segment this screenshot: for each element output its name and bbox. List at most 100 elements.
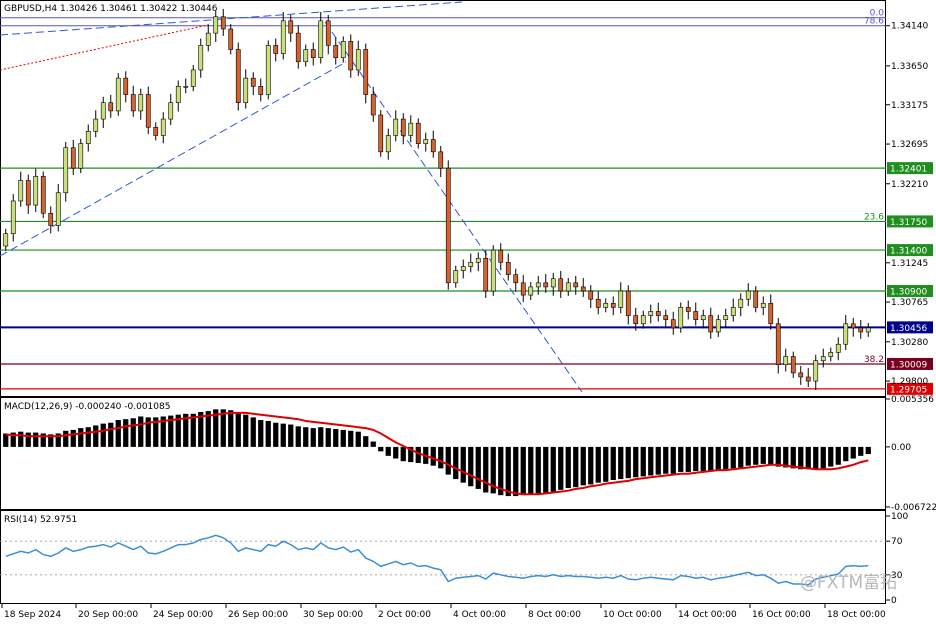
macd-bar <box>498 446 504 496</box>
price-tick-label: 1.30280 <box>891 338 928 348</box>
candle-body <box>288 20 294 34</box>
rsi-axis: 100 70 30 0 <box>886 512 908 606</box>
level-price-box <box>887 215 933 228</box>
macd-bar <box>715 446 721 471</box>
candle-body <box>370 94 376 116</box>
candle-body <box>633 315 639 325</box>
macd-bar <box>18 431 24 447</box>
candle-body <box>468 262 474 267</box>
candle-body <box>190 69 196 87</box>
candle-body <box>310 49 316 58</box>
candle-body <box>93 118 99 132</box>
candle-body <box>513 274 519 284</box>
macd-bar <box>348 430 354 447</box>
macd-bar <box>168 415 174 447</box>
candle-body <box>588 290 594 300</box>
candle-body <box>655 311 661 316</box>
macd-bar <box>685 446 691 472</box>
fxtm-watermark: @FXTM富拓 <box>800 573 897 593</box>
macd-tick-label: -0.006722 <box>891 503 936 513</box>
candle-body <box>505 262 511 275</box>
time-tick-label: 18 Sep 2024 <box>4 610 61 620</box>
time-tick-label: 10 Oct 00:00 <box>603 610 662 620</box>
macd-bar <box>3 433 9 447</box>
price-tick-label: 1.32695 <box>891 140 928 150</box>
macd-bar <box>138 416 144 447</box>
macd-bar <box>25 432 31 447</box>
candle-body <box>520 282 526 296</box>
candles <box>3 8 871 390</box>
rsi-tick-label: 70 <box>891 537 903 547</box>
candle-body <box>565 282 571 292</box>
level-price-label: 1.30456 <box>890 324 927 334</box>
macd-axis: 0.005356 0.00 -0.006722 <box>886 395 936 513</box>
macd-bar <box>648 446 654 476</box>
macd-bar <box>78 428 84 447</box>
macd-bar <box>340 429 346 447</box>
time-tick-label: 14 Oct 00:00 <box>678 610 737 620</box>
macd-bar <box>123 419 129 447</box>
level-price-box <box>887 382 933 395</box>
macd-bar <box>393 446 399 459</box>
candle-body <box>850 323 856 329</box>
time-tick-label: 18 Oct 00:00 <box>827 610 886 620</box>
candle-body <box>400 118 406 136</box>
candle-body <box>573 282 579 288</box>
macd-bar <box>63 430 69 447</box>
candle-body <box>580 286 586 292</box>
candle-body <box>123 77 129 95</box>
candle-body <box>175 86 181 104</box>
candle-body <box>543 282 549 288</box>
macd-bar <box>220 409 226 447</box>
candle-body <box>715 319 721 333</box>
macd-bar <box>655 446 661 475</box>
candle-body <box>730 307 736 316</box>
price-pane[interactable]: 0.078.6 23.6 38.2 GBPUSD,H4 1.30426 1.3046… <box>0 0 886 397</box>
candle-body <box>490 249 496 292</box>
macd-bar <box>633 446 639 478</box>
candle-body <box>858 327 864 333</box>
candle-body <box>843 323 849 345</box>
macd-bar <box>93 425 99 447</box>
macd-bar <box>145 417 151 447</box>
candle-body <box>438 151 444 169</box>
macd-bar <box>228 410 234 447</box>
candle-body <box>475 257 481 263</box>
macd-bar <box>843 446 849 462</box>
rsi-tick-label: 30 <box>891 571 903 581</box>
candle-body <box>18 180 24 202</box>
candle-body <box>63 147 69 194</box>
candle-body <box>430 139 436 153</box>
candle-body <box>483 257 489 292</box>
macd-bar <box>550 446 556 492</box>
macd-bar <box>130 418 136 447</box>
candle-body <box>108 102 114 112</box>
macd-bar <box>828 446 834 467</box>
macd-bar <box>790 446 796 469</box>
price-tick-label: 1.32210 <box>891 180 928 190</box>
macd-bar <box>378 446 384 452</box>
rsi-pane[interactable]: RSI(14) 52.9751 <box>0 510 886 604</box>
macd-bar <box>400 446 406 462</box>
macd-bar <box>243 414 249 447</box>
macd-bar <box>288 424 294 447</box>
macd-pane[interactable]: MACD(12,26,9) -0.000240 -0.001085 <box>0 397 886 510</box>
macd-bar <box>445 446 451 475</box>
candle-body <box>25 180 31 206</box>
candle-body <box>243 77 249 104</box>
macd-bar <box>513 446 519 497</box>
level-price-label: 1.30009 <box>890 360 927 370</box>
macd-bar <box>108 422 114 447</box>
macd-bar <box>753 446 759 465</box>
macd-bar <box>235 412 241 447</box>
candle-body <box>85 131 91 144</box>
time-tick-label: 8 Oct 00:00 <box>528 610 581 620</box>
macd-bar <box>363 436 369 447</box>
candle-body <box>790 356 796 374</box>
macd-bar <box>580 446 586 486</box>
candle-body <box>385 135 391 153</box>
candle-body <box>348 40 354 71</box>
candle-body <box>213 16 219 34</box>
symbol-header: GBPUSD,H4 1.30426 1.30461 1.30422 1.3044… <box>4 4 218 14</box>
